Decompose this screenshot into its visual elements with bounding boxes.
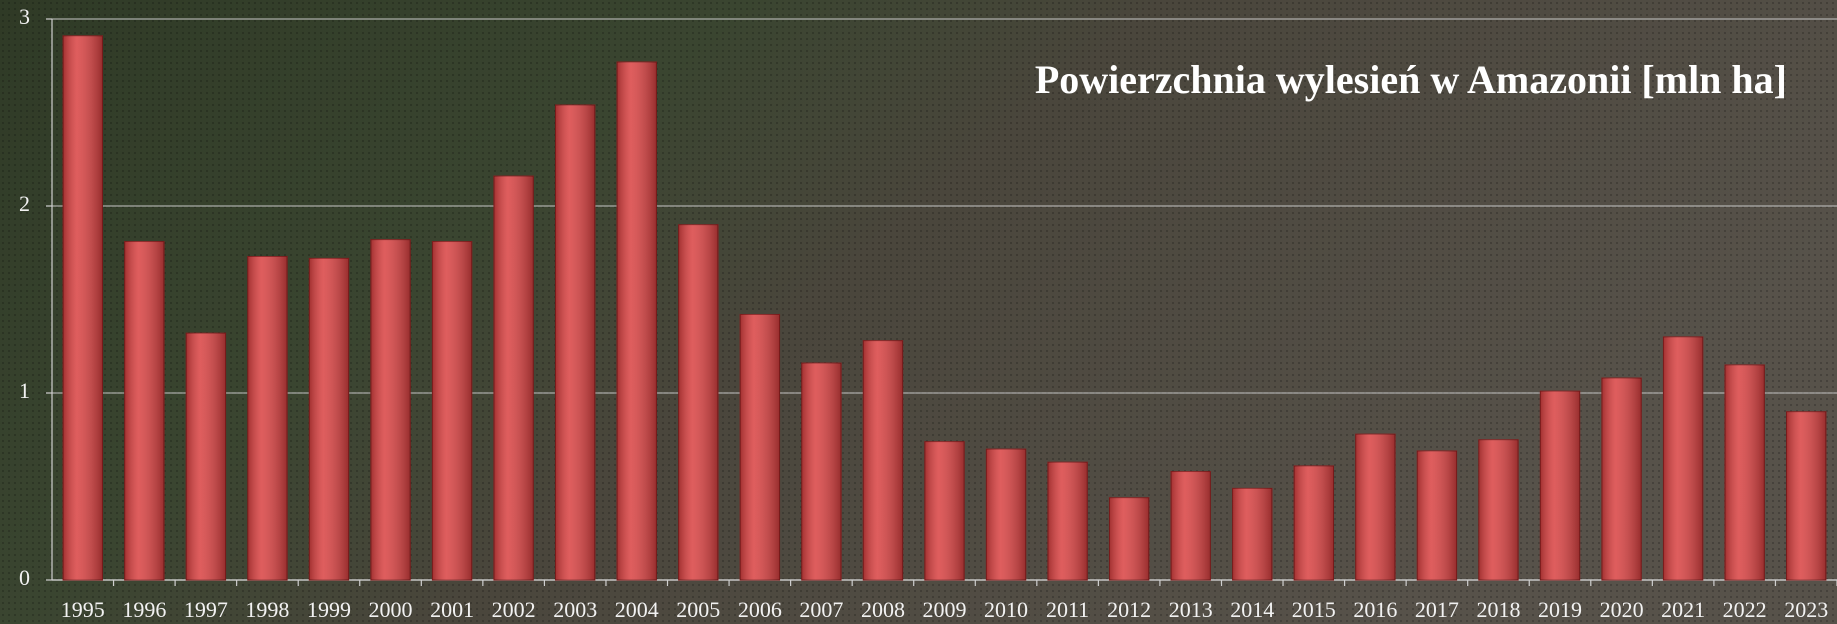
x-tick-label: 2009	[923, 597, 967, 622]
bar-shading	[309, 258, 348, 580]
x-tick-label: 2016	[1353, 597, 1397, 622]
x-tick-label: 2020	[1600, 597, 1644, 622]
y-tick-label: 2	[19, 191, 30, 216]
bar-shading	[494, 176, 533, 580]
bar-shading	[1725, 365, 1764, 580]
x-tick-label: 2014	[1230, 597, 1274, 622]
bar-shading	[63, 36, 102, 580]
bar-shading	[125, 242, 164, 580]
bar-shading	[248, 256, 287, 580]
bar-shading	[1602, 378, 1641, 580]
x-tick-label: 2010	[984, 597, 1028, 622]
x-tick-label: 2022	[1723, 597, 1767, 622]
bar-shading	[1417, 451, 1456, 580]
y-tick-label: 3	[19, 4, 30, 29]
bar-shading	[186, 333, 225, 580]
bar-shading	[1787, 412, 1826, 580]
x-tick-label: 2019	[1538, 597, 1582, 622]
bar-shading	[1048, 462, 1087, 580]
bar-shading	[740, 314, 779, 580]
y-tick-label: 0	[19, 565, 30, 590]
x-tick-label: 1999	[307, 597, 351, 622]
bar-shading	[986, 449, 1025, 580]
bar-shading	[1171, 472, 1210, 580]
x-tick-label: 2001	[430, 597, 474, 622]
bar-shading	[1479, 440, 1518, 580]
bar-shading	[1294, 466, 1333, 580]
bar-shading	[432, 242, 471, 580]
bar-shading	[1233, 488, 1272, 580]
x-tick-label: 2015	[1292, 597, 1336, 622]
x-tick-label: 2002	[492, 597, 536, 622]
chart: Powierzchnia wylesień w Amazonii [mln ha…	[0, 0, 1837, 624]
bar-shading	[617, 62, 656, 580]
x-tick-label: 2004	[615, 597, 659, 622]
x-tick-label: 1996	[122, 597, 166, 622]
y-tick-label: 1	[19, 378, 30, 403]
bar-shading	[802, 363, 841, 580]
x-tick-label: 2023	[1784, 597, 1828, 622]
bar-shading	[679, 225, 718, 580]
x-tick-label: 1997	[184, 597, 228, 622]
bar-shading	[1356, 434, 1395, 580]
bar-shading	[1540, 391, 1579, 580]
x-tick-label: 2012	[1107, 597, 1151, 622]
bar-shading	[1109, 498, 1148, 580]
x-tick-label: 2007	[799, 597, 843, 622]
bar-shading	[925, 442, 964, 580]
bar-shading	[1663, 337, 1702, 580]
x-tick-label: 2013	[1169, 597, 1213, 622]
x-tick-label: 2021	[1661, 597, 1705, 622]
x-tick-label: 2008	[861, 597, 905, 622]
x-tick-label: 2018	[1476, 597, 1520, 622]
x-tick-label: 2000	[369, 597, 413, 622]
bar-shading	[863, 341, 902, 580]
chart-title: Powierzchnia wylesień w Amazonii [mln ha…	[1035, 57, 1787, 102]
x-tick-label: 2003	[553, 597, 597, 622]
x-tick-label: 1998	[245, 597, 289, 622]
x-tick-label: 2011	[1046, 597, 1089, 622]
x-tick-label: 2006	[738, 597, 782, 622]
bar-shading	[371, 240, 410, 580]
x-tick-label: 1995	[61, 597, 105, 622]
x-tick-label: 2017	[1415, 597, 1459, 622]
x-tick-label: 2005	[676, 597, 720, 622]
bar-shading	[555, 105, 594, 580]
